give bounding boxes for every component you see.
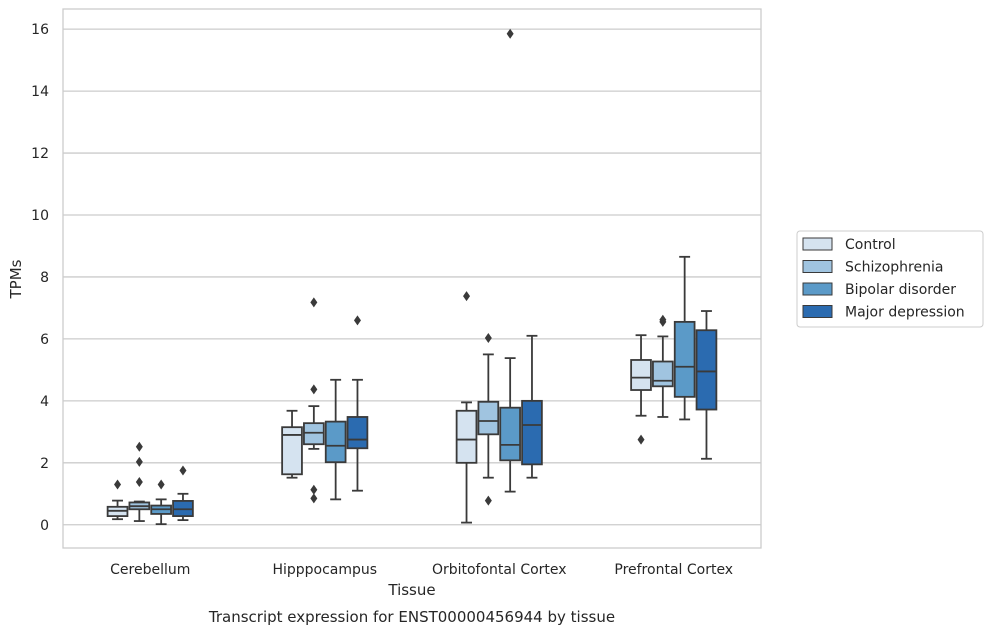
box-series <box>106 28 718 526</box>
box-iqr <box>630 359 652 391</box>
outlier-point <box>135 441 143 452</box>
outlier-point <box>310 297 318 308</box>
legend-frame <box>796 230 984 328</box>
outlier-point <box>135 477 143 488</box>
legend-swatch <box>802 260 833 273</box>
x-tick-label: Cerebellum <box>110 562 190 578</box>
outlier-point <box>310 493 318 504</box>
box-bipolar-disorder <box>150 479 172 526</box>
outlier-point <box>484 332 492 343</box>
box-iqr <box>303 422 325 446</box>
y-axis-title: TPMs <box>7 259 25 299</box>
y-tick-label: 12 <box>31 146 49 162</box>
y-tick-labels: 0 2 4 6 8 10 12 14 16 <box>31 22 49 534</box>
plot-frame <box>62 8 762 549</box>
outlier-point <box>310 384 318 395</box>
box-bipolar-disorder <box>324 378 347 501</box>
box-schizophrenia <box>652 314 674 418</box>
x-tick-labels: Cerebellum Hipppocampus Orbitofontal Corte… <box>110 562 733 578</box>
outlier-point <box>637 434 645 445</box>
box-iqr <box>346 416 369 450</box>
legend-swatch <box>802 237 833 251</box>
box-bipolar-disorder <box>499 28 521 493</box>
legend-label: Major depression <box>845 305 965 321</box>
outlier-point <box>310 484 318 495</box>
outlier-point <box>157 479 165 490</box>
box-major-depression <box>695 310 718 460</box>
outlier-point <box>114 479 122 490</box>
box-iqr <box>499 406 521 462</box>
box-iqr <box>521 399 543 466</box>
box-iqr <box>324 420 347 464</box>
box-control <box>281 409 303 479</box>
y-tick-label: 6 <box>40 332 49 348</box>
box-iqr <box>652 360 674 388</box>
box-control <box>455 291 478 524</box>
gridlines <box>63 28 761 526</box>
box-control <box>630 334 652 445</box>
legend: Control Schizophrenia Bipolar disorder Majo… <box>796 230 984 328</box>
y-tick-label: 2 <box>40 456 49 472</box>
legend-label: Bipolar disorder <box>845 282 956 298</box>
box-major-depression <box>521 334 543 479</box>
box-schizophrenia <box>128 441 151 522</box>
box-schizophrenia <box>303 297 325 504</box>
box-major-depression <box>172 465 194 522</box>
box-bipolar-disorder <box>673 255 696 421</box>
chart-caption: Transcript expression for ENST0000045694… <box>208 608 615 626</box>
outlier-point <box>179 465 187 476</box>
x-tick-label: Prefrontal Cortex <box>614 562 733 578</box>
legend-label: Schizophrenia <box>845 260 943 276</box>
y-tick-label: 16 <box>31 22 49 38</box>
box-iqr <box>673 320 696 398</box>
outlier-point <box>135 456 143 467</box>
box-schizophrenia <box>477 332 500 506</box>
legend-swatch <box>802 282 833 296</box>
outlier-point <box>353 315 361 326</box>
plot-background <box>63 9 761 548</box>
outlier-point <box>659 314 667 325</box>
x-tick-label: Hipppocampus <box>272 562 377 578</box>
outlier-point <box>506 28 514 39</box>
y-tick-label: 0 <box>40 518 49 534</box>
legend-label: Control <box>845 237 896 253</box>
y-tick-label: 10 <box>31 208 49 224</box>
x-axis-title: Tissue <box>387 581 435 599</box>
box-iqr <box>281 426 303 476</box>
outlier-point <box>463 291 471 302</box>
box-iqr <box>695 329 718 411</box>
box-control <box>106 479 129 521</box>
box-iqr <box>477 400 500 436</box>
y-tick-label: 8 <box>40 270 49 286</box>
y-tick-label: 14 <box>31 84 49 100</box>
x-tick-label: Orbitofontal Cortex <box>432 562 567 578</box>
box-iqr <box>455 409 478 464</box>
y-tick-label: 4 <box>40 394 49 410</box>
legend-swatch <box>802 305 833 318</box>
box-major-depression <box>346 315 369 492</box>
outlier-point <box>484 495 492 506</box>
